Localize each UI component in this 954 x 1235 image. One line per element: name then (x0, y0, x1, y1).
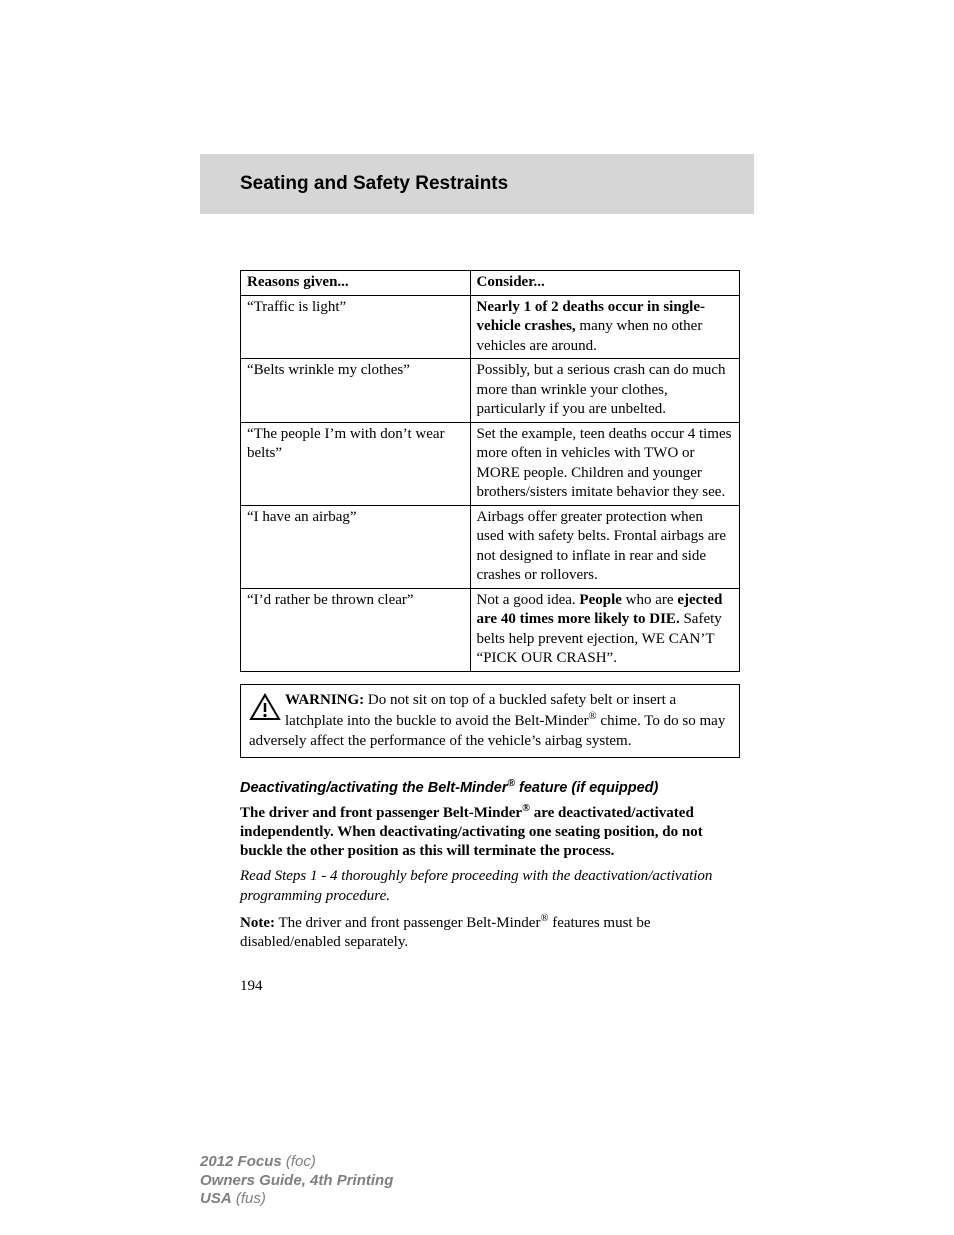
table-header-row: Reasons given... Consider... (241, 271, 740, 296)
footer-bold: USA (200, 1190, 232, 1207)
table-row: “I’d rather be thrown clear” Not a good … (241, 588, 740, 671)
section-title: Seating and Safety Restraints (240, 173, 508, 195)
table-row: “The people I’m with don’t wear belts” S… (241, 422, 740, 505)
footer-line-1: 2012 Focus (foc) (200, 1153, 393, 1172)
bold-pre: The driver and front passenger Belt-Mind… (240, 805, 522, 821)
content-area: Reasons given... Consider... “Traffic is… (240, 270, 740, 995)
table-row: “Belts wrinkle my clothes” Possibly, but… (241, 359, 740, 423)
page: Seating and Safety Restraints Reasons gi… (0, 0, 954, 1235)
note-pre: The driver and front passenger Belt-Mind… (275, 915, 540, 931)
footer-bold: 2012 Focus (200, 1153, 282, 1170)
reg-mark: ® (522, 803, 530, 814)
reason-cell: “Belts wrinkle my clothes” (241, 359, 471, 423)
note-paragraph: Note: The driver and front passenger Bel… (240, 912, 740, 952)
reg-mark: ® (508, 778, 515, 789)
footer: 2012 Focus (foc) Owners Guide, 4th Print… (200, 1153, 393, 1209)
note-label: Note: (240, 915, 275, 931)
subheading: Deactivating/activating the Belt-Minder®… (240, 778, 740, 796)
italic-paragraph: Read Steps 1 - 4 thoroughly before proce… (240, 867, 740, 905)
consider-mid: who are (622, 592, 677, 608)
consider-cell: Airbags offer greater protection when us… (470, 505, 739, 588)
table-header-right: Consider... (470, 271, 739, 296)
table-row: “Traffic is light” Nearly 1 of 2 deaths … (241, 295, 740, 359)
bold-paragraph: The driver and front passenger Belt-Mind… (240, 802, 740, 862)
warning-box: WARNING: Do not sit on top of a buckled … (240, 684, 740, 759)
consider-cell: Set the example, teen deaths occur 4 tim… (470, 422, 739, 505)
page-number: 194 (240, 978, 740, 995)
consider-cell: Possibly, but a serious crash can do muc… (470, 359, 739, 423)
header-band: Seating and Safety Restraints (200, 154, 754, 214)
reason-cell: “Traffic is light” (241, 295, 471, 359)
table-header-left: Reasons given... (241, 271, 471, 296)
warning-triangle-icon (249, 693, 281, 728)
consider-cell: Nearly 1 of 2 deaths occur in single-veh… (470, 295, 739, 359)
reason-cell: “I have an airbag” (241, 505, 471, 588)
reason-cell: “The people I’m with don’t wear belts” (241, 422, 471, 505)
reg-mark: ® (589, 711, 597, 722)
subhead-post: feature (if equipped) (515, 780, 658, 796)
footer-rest: (fus) (232, 1190, 266, 1207)
table-row: “I have an airbag” Airbags offer greater… (241, 505, 740, 588)
footer-line-2: Owners Guide, 4th Printing (200, 1172, 393, 1191)
consider-bold: People (579, 592, 622, 608)
reason-cell: “I’d rather be thrown clear” (241, 588, 471, 671)
subhead-pre: Deactivating/activating the Belt-Minder (240, 780, 508, 796)
reasons-table: Reasons given... Consider... “Traffic is… (240, 270, 740, 672)
footer-line-3: USA (fus) (200, 1190, 393, 1209)
consider-cell: Not a good idea. People who are ejected … (470, 588, 739, 671)
warning-label: WARNING: (285, 692, 364, 708)
consider-pre: Not a good idea. (477, 592, 580, 608)
footer-rest: (foc) (282, 1153, 316, 1170)
